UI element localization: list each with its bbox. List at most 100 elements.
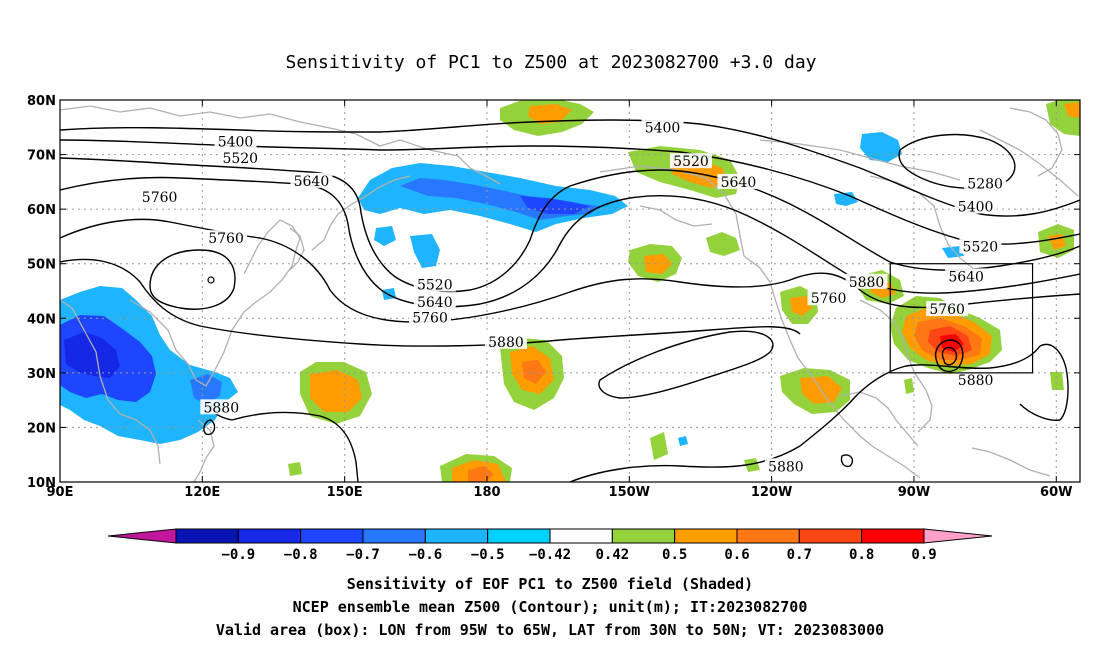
colorbar-tick-label: 0.9	[911, 547, 936, 563]
contour-label-text: 5760	[929, 302, 965, 318]
contour-label-text: 5880	[488, 335, 524, 351]
contour-label-bg	[964, 175, 1007, 191]
positive-region-atlantic-small-2	[1050, 372, 1064, 390]
colorbar-segment	[611, 528, 676, 544]
lat-lon-grid	[60, 100, 1080, 482]
positive-region-pacific-2-deep	[522, 360, 546, 384]
axis-ticks	[59, 99, 1080, 483]
contour-label-bg	[290, 172, 333, 188]
y-tick-label: 10N	[27, 476, 56, 491]
contour-label: 5400	[954, 198, 997, 216]
colorbar-tick-label: −0.6	[408, 547, 442, 563]
figure-title: Sensitivity of PC1 to Z500 at 2023082700…	[285, 52, 816, 73]
positive-region-bc	[706, 232, 740, 256]
colorbar-tick-label: 0.5	[662, 547, 687, 563]
contour-label: 5520	[959, 238, 1002, 255]
colorbar-tick-label: −0.8	[284, 547, 318, 563]
colorbar-tick-label: 0.6	[724, 547, 749, 563]
colorbar-segment	[362, 528, 426, 544]
positive-region-gulf-alaska-core	[644, 254, 672, 274]
contour-label: 5640	[413, 294, 456, 311]
negative-region-gulf	[678, 436, 688, 446]
contour-label-bg	[945, 268, 988, 284]
caption-line-3: Valid area (box): LON from 95W to 65W, L…	[216, 621, 884, 639]
positive-region-mexico	[744, 458, 760, 472]
x-tick-label: 120W	[751, 485, 792, 500]
contour-label: 5760	[138, 189, 181, 206]
positive-region-arctic-core	[528, 104, 572, 124]
contour-label-text: 5280	[967, 177, 1003, 193]
colorbar-tick-label: 0.8	[849, 547, 874, 563]
contour-label-text: 5520	[417, 278, 453, 294]
map-background	[60, 100, 1080, 482]
contour-label-bg	[926, 301, 969, 317]
contour-label-text: 5760	[208, 231, 244, 247]
colorbar-segment	[175, 528, 239, 544]
map-frame	[59, 99, 1081, 483]
contour-label: 5880	[200, 399, 243, 416]
contour-label-text: 5880	[849, 275, 885, 291]
contour-label-bg	[717, 173, 760, 189]
colorbar-lower-extend	[107, 528, 177, 544]
negative-region-atlantic	[942, 246, 964, 258]
y-tick-label: 20N	[27, 421, 56, 436]
colorbar	[107, 528, 993, 544]
map-area: 5400552056405760576054005520564055205640…	[60, 100, 1080, 482]
contour-label-bg	[669, 153, 712, 169]
contour-label: 5400	[641, 119, 684, 136]
colorbar-segment	[861, 528, 925, 544]
colorbar-tick-label: −0.7	[346, 547, 380, 563]
contour-label: 5880	[845, 273, 888, 291]
coastlines	[60, 105, 1079, 482]
positive-region-hawaii-south	[650, 432, 668, 460]
contour-label-text: 5400	[645, 120, 681, 136]
contour-label: 5640	[945, 268, 988, 285]
contour-label-bg	[959, 238, 1002, 254]
contour-label-bg	[954, 198, 997, 214]
y-tick-labels: 80N 70N 60N 50N 40N 30N 20N 10N	[27, 94, 56, 491]
contour-label: 5760	[807, 290, 850, 307]
colorbar-segment	[798, 528, 863, 544]
contour-label: 5880	[954, 372, 997, 389]
contour-label-text: 5760	[142, 190, 178, 206]
y-tick-label: 50N	[27, 258, 56, 273]
contour-label: 5280	[964, 175, 1007, 193]
y-tick-label: 30N	[27, 367, 56, 382]
colorbar-segment	[237, 528, 302, 544]
colorbar-upper-extend	[923, 528, 993, 544]
contour-label-bg	[641, 119, 684, 135]
contour-label-text: 5520	[673, 154, 709, 170]
contour-label-bg	[413, 294, 456, 310]
contour-label-text: 5640	[417, 295, 453, 311]
x-tick-label: 150W	[609, 485, 650, 500]
contour-label: 5760	[926, 301, 969, 318]
contour-label: 5880	[764, 458, 807, 475]
colorbar-tick-label: −0.42	[529, 547, 571, 563]
contour-label-bg	[200, 399, 243, 415]
x-tick-labels: 90E 120E 150E 180 150W 120W 90W 60W	[47, 485, 1073, 500]
colorbar-tick-labels: −0.9 −0.8 −0.7 −0.6 −0.5 −0.42 0.42 0.5 0.6 0.7 0.…	[221, 547, 936, 563]
y-tick-label: 80N	[27, 94, 56, 109]
colorbar-tick-label: −0.5	[471, 547, 505, 563]
valid-area-box	[889, 263, 1034, 374]
contour-label-text: 5640	[721, 175, 757, 191]
positive-region-greenland-core	[1064, 102, 1080, 118]
contour-label-text: 5400	[218, 135, 254, 151]
negative-region-small-1	[374, 226, 396, 246]
contour-label-text: 5400	[958, 200, 994, 216]
negative-region-small-2	[410, 234, 440, 268]
contour-label-text: 5880	[958, 373, 994, 389]
negative-region-canada	[834, 192, 858, 206]
colorbar-segment	[674, 528, 738, 544]
x-tick-label: 60W	[1040, 485, 1072, 500]
contour-label-bg	[138, 189, 181, 205]
negative-region-small-3	[382, 288, 396, 300]
colorbar-tick-label: 0.42	[595, 547, 629, 563]
contour-label: 5400	[214, 133, 257, 151]
contour-label: 5640	[290, 172, 333, 190]
contour-label-bg	[409, 309, 452, 325]
y-tick-label: 60N	[27, 203, 56, 218]
contour-label: 5520	[669, 153, 712, 170]
z500-contours	[60, 119, 1080, 482]
